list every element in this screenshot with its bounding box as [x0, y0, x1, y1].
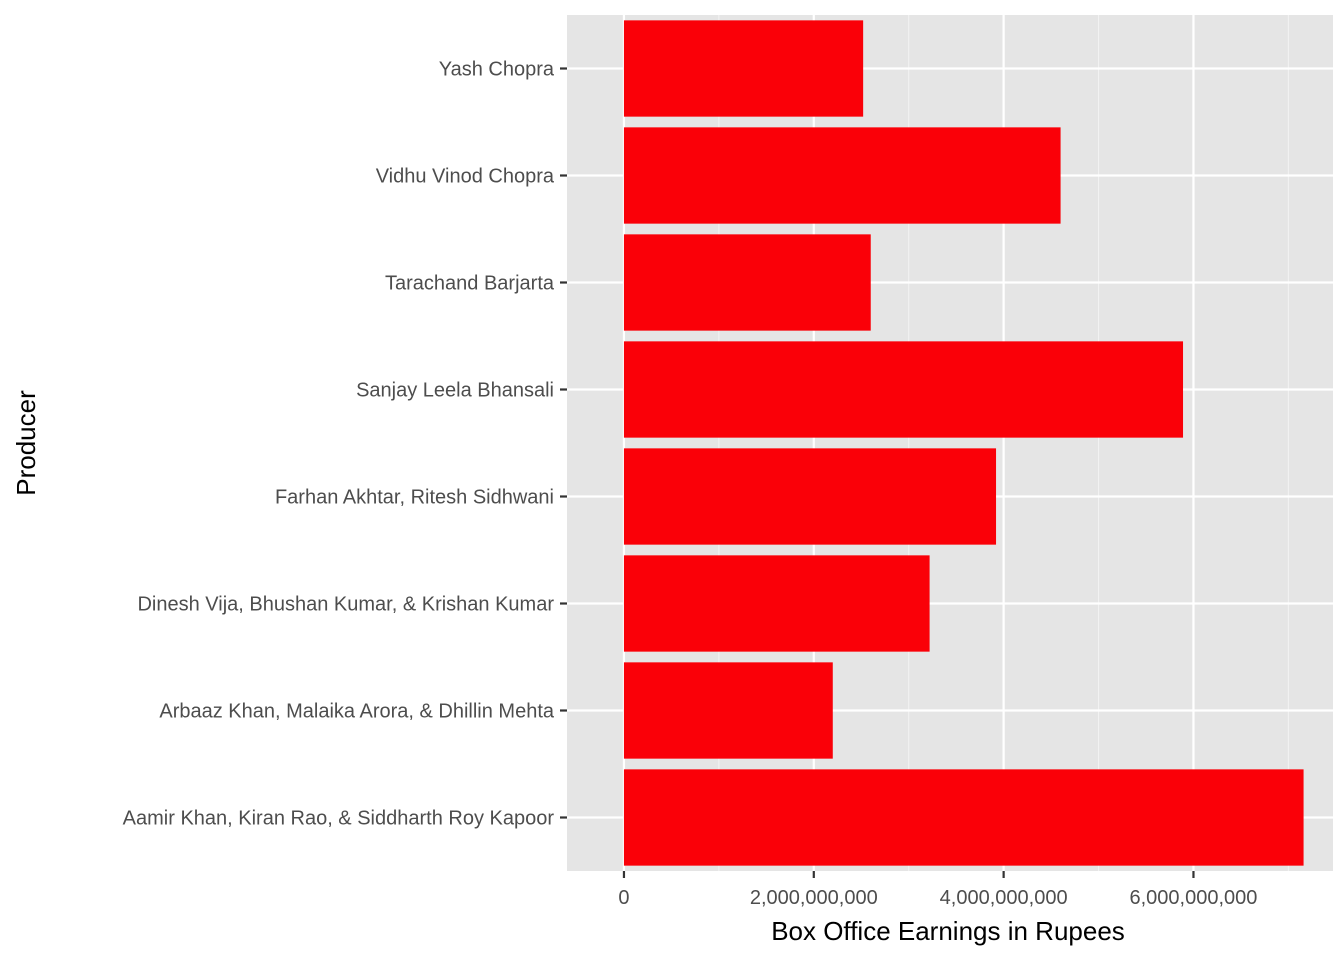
y-tick-label: Yash Chopra	[439, 59, 555, 81]
bar	[623, 769, 1304, 866]
x-tick-label: 4,000,000,000	[940, 887, 1068, 909]
x-tick-label: 6,000,000,000	[1130, 887, 1258, 909]
y-axis-title: Producer	[11, 390, 41, 496]
x-tick-label: 0	[618, 887, 629, 909]
bar	[623, 555, 930, 652]
bar	[623, 448, 997, 545]
y-tick-label: Aamir Khan, Kiran Rao, & Siddharth Roy K…	[123, 808, 555, 830]
bar	[623, 127, 1061, 224]
bars	[623, 20, 1304, 866]
y-tick-label: Farhan Akhtar, Ritesh Sidhwani	[275, 487, 554, 509]
x-axis-title: Box Office Earnings in Rupees	[771, 916, 1125, 946]
bar	[623, 341, 1184, 438]
x-tick-label: 2,000,000,000	[750, 887, 878, 909]
y-tick-label: Arbaaz Khan, Malaika Arora, & Dhillin Me…	[159, 701, 555, 723]
y-tick-label: Dinesh Vija, Bhushan Kumar, & Krishan Ku…	[137, 594, 554, 616]
x-axis: 0 2,000,000,000 4,000,000,000 6,000,000,000	[618, 871, 1257, 909]
y-tick-label: Vidhu Vinod Chopra	[376, 166, 555, 188]
y-tick-label: Sanjay Leela Bhansali	[356, 380, 554, 402]
bar	[623, 20, 864, 117]
bar	[623, 234, 871, 331]
bar	[623, 662, 833, 759]
y-axis: Aamir Khan, Kiran Rao, & Siddharth Roy K…	[123, 59, 567, 830]
y-tick-label: Tarachand Barjarta	[385, 273, 555, 295]
